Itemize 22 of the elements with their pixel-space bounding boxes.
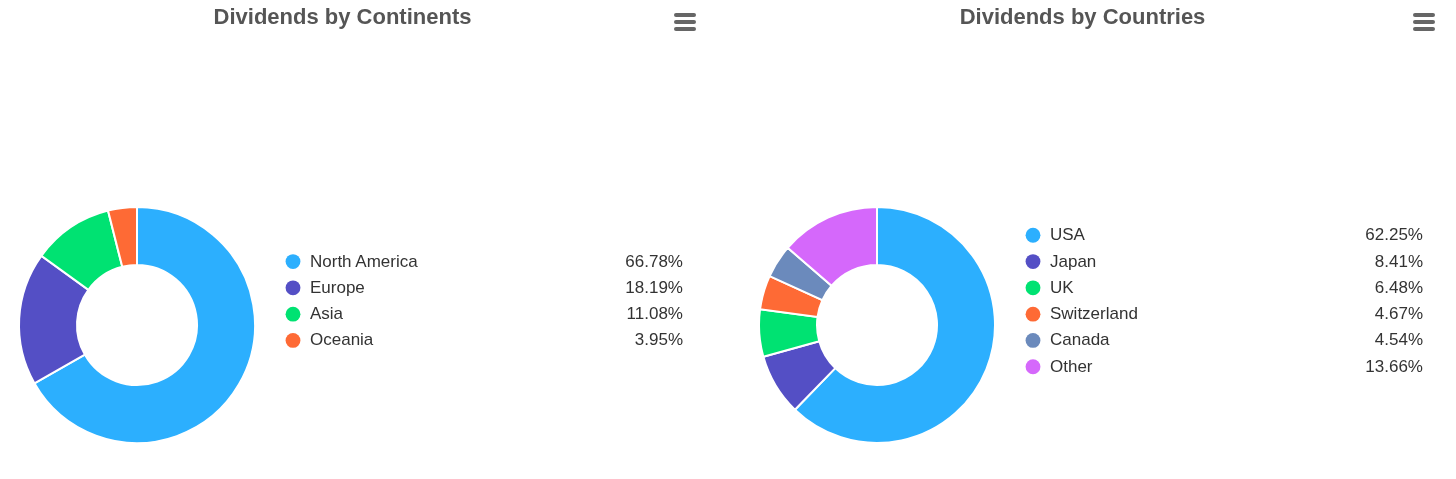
chart-title: Dividends by Countries [959, 4, 1206, 29]
data-label: 18.19% [625, 277, 683, 297]
data-label: 13.66% [1365, 356, 1423, 376]
legend-label: Asia [310, 304, 344, 324]
data-label: 62.25% [1365, 225, 1423, 245]
chart-title: Dividends by Continents [213, 4, 472, 29]
data-label: 6.48% [1374, 277, 1423, 297]
legend-label: Switzerland [1050, 304, 1138, 324]
data-label: 4.67% [1374, 304, 1423, 324]
legend-label: USA [1050, 225, 1086, 245]
legend-label: Oceania [310, 330, 374, 350]
data-label: 8.41% [1374, 251, 1423, 271]
data-label: 11.08% [626, 304, 683, 324]
legend-label: North America [310, 251, 419, 271]
legend-label: Other [1050, 356, 1093, 376]
legend-label: UK [1050, 277, 1075, 297]
legend-label: Europe [310, 277, 365, 297]
data-label: 4.54% [1374, 330, 1423, 350]
legend-label: Japan [1050, 251, 1097, 271]
data-label: 3.95% [634, 330, 683, 350]
legend-label: Canada [1050, 330, 1111, 350]
data-label: 66.78% [625, 251, 683, 271]
